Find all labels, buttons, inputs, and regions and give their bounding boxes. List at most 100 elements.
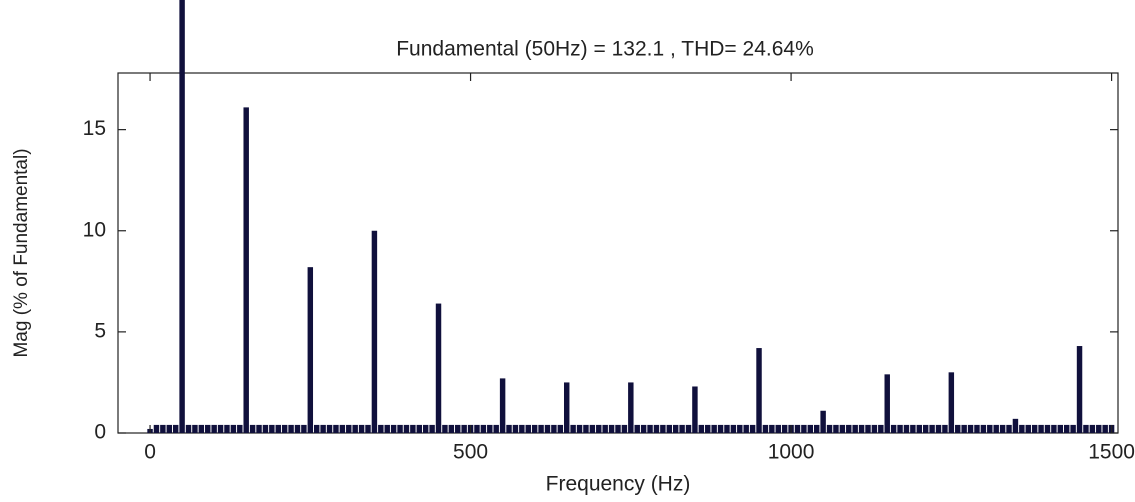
bar <box>301 424 307 433</box>
bar <box>993 424 999 433</box>
bar <box>371 230 378 433</box>
bar <box>198 424 205 433</box>
bar <box>820 410 826 433</box>
bar <box>935 424 942 433</box>
bar <box>1083 424 1089 433</box>
bar <box>269 424 275 433</box>
bar <box>365 424 371 433</box>
bar <box>1076 346 1083 433</box>
bar <box>813 424 820 433</box>
bar <box>480 424 487 433</box>
bar <box>589 424 596 433</box>
bar <box>679 424 685 433</box>
bar <box>749 424 756 433</box>
bar <box>160 424 166 433</box>
x-axis-label: Frequency (Hz) <box>546 473 691 496</box>
bar <box>307 267 314 433</box>
bar <box>429 424 435 433</box>
bar <box>961 424 967 433</box>
bar <box>999 424 1006 433</box>
bar <box>711 424 717 433</box>
bar <box>230 424 237 433</box>
bar <box>531 424 538 433</box>
bar <box>942 424 948 433</box>
bar <box>717 424 724 433</box>
bar <box>1096 424 1102 433</box>
bar <box>929 424 935 433</box>
bar <box>781 424 788 433</box>
bar <box>897 424 903 433</box>
bar <box>153 424 160 433</box>
bar <box>1012 418 1019 433</box>
bar <box>313 424 320 433</box>
bar <box>519 424 525 433</box>
bar <box>878 424 884 433</box>
bar <box>698 424 705 433</box>
bar <box>544 424 551 433</box>
bar <box>249 424 256 433</box>
bar <box>294 424 301 433</box>
bar <box>525 424 531 433</box>
bar <box>192 424 198 433</box>
bar <box>884 374 890 433</box>
bar <box>916 424 923 433</box>
bar <box>801 424 807 433</box>
bar <box>1019 424 1025 433</box>
bar <box>576 424 583 433</box>
bar <box>839 424 846 433</box>
bar <box>730 424 737 433</box>
bar <box>499 378 506 433</box>
bar <box>615 424 621 433</box>
bar <box>262 424 269 433</box>
bar <box>1089 424 1096 433</box>
bar <box>563 382 570 433</box>
bar <box>281 424 288 433</box>
bar <box>608 424 615 433</box>
y-tick-label: 10 <box>83 218 106 241</box>
bar <box>910 424 916 433</box>
bar <box>737 424 743 433</box>
bar <box>1038 424 1044 433</box>
bar <box>422 424 429 433</box>
bar <box>557 424 564 433</box>
bar <box>948 372 955 433</box>
bar <box>243 107 249 433</box>
bar <box>217 424 224 433</box>
bar <box>506 424 512 433</box>
bar <box>980 424 987 433</box>
bar <box>955 424 961 433</box>
bar <box>1102 424 1108 433</box>
bar <box>846 424 852 433</box>
bar <box>461 424 467 433</box>
bar <box>211 424 217 433</box>
bar <box>326 424 333 433</box>
bar <box>640 424 647 433</box>
bar <box>474 424 480 433</box>
bar <box>455 424 461 433</box>
bar <box>602 424 608 433</box>
bar <box>705 424 711 433</box>
bar <box>390 424 397 433</box>
bar <box>397 424 403 433</box>
bar <box>672 424 679 433</box>
bar <box>339 424 346 433</box>
bar <box>903 424 910 433</box>
bar <box>1025 424 1031 433</box>
bar <box>256 424 262 433</box>
x-tick-label: 1500 <box>1088 441 1135 464</box>
bar <box>628 382 634 433</box>
bar <box>442 424 448 433</box>
bar <box>724 424 730 433</box>
bar <box>1057 424 1064 433</box>
bar <box>358 424 365 433</box>
bar <box>653 424 660 433</box>
bar <box>807 424 814 433</box>
bar <box>487 424 493 433</box>
bar <box>756 348 762 433</box>
x-tick-label: 0 <box>144 441 156 464</box>
bar <box>352 424 358 433</box>
bar <box>205 424 211 433</box>
bar <box>1063 424 1070 433</box>
bar <box>647 424 653 433</box>
